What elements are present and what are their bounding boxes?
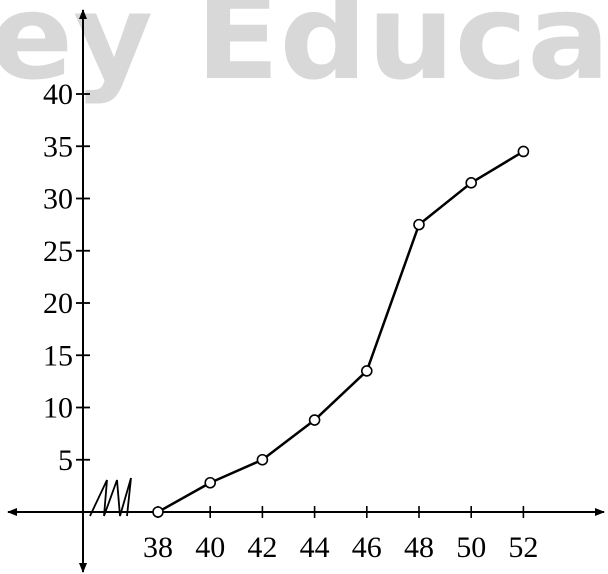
data-point	[465, 177, 478, 189]
y-tick-label: 20	[43, 287, 73, 320]
axes	[7, 9, 605, 573]
series-line-group	[152, 145, 530, 518]
data-point	[517, 145, 530, 158]
watermark-text: ey Educa	[0, 0, 608, 106]
x-tick-label: 44	[300, 531, 330, 564]
data-point	[413, 218, 425, 231]
x-tick-label: 42	[247, 531, 277, 564]
data-point	[204, 476, 216, 489]
series-line	[157, 150, 525, 514]
x-tick-label: 40	[195, 531, 225, 564]
data-point	[152, 506, 164, 518]
x-tick-label: 46	[352, 531, 382, 564]
x-tick-label: 52	[508, 531, 538, 564]
data-point	[360, 365, 373, 377]
x-axis-break-zigzag	[89, 477, 132, 517]
data-point	[256, 453, 269, 466]
y-tick-label: 10	[43, 392, 73, 425]
x-tick-label: 38	[143, 531, 173, 564]
y-tick-label: 15	[43, 339, 73, 372]
y-tick-label: 30	[43, 183, 73, 216]
y-tick-label: 25	[43, 235, 73, 268]
data-point	[308, 414, 321, 426]
y-tick-label: 5	[58, 444, 73, 477]
x-tick-label: 48	[404, 531, 434, 564]
y-tick-label: 40	[43, 78, 73, 111]
tick-labels: 5 10 15 20 25 30 35 40 38 40 42 44 46 48 50 52	[43, 78, 538, 564]
x-tick-label: 50	[456, 531, 486, 564]
y-tick-label: 35	[43, 130, 73, 163]
